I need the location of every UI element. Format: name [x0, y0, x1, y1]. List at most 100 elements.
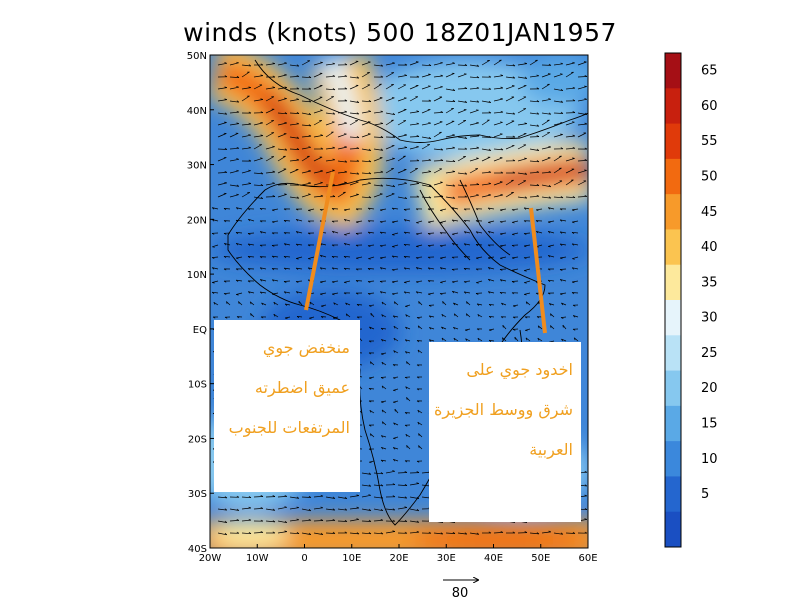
- wind-vector-head: [416, 460, 420, 463]
- wind-vector-head: [236, 61, 239, 64]
- wind-vector: [409, 168, 418, 174]
- wind-vector-head: [356, 506, 360, 509]
- wind-vector-head: [500, 74, 504, 76]
- wind-vector: [385, 119, 394, 126]
- wind-vector-head: [548, 303, 552, 306]
- wind-vector-head: [391, 293, 395, 296]
- wind-vector-head: [524, 270, 527, 272]
- wind-vector: [429, 315, 435, 318]
- wind-vector: [217, 62, 227, 66]
- wind-vector: [247, 256, 255, 258]
- wind-vector: [296, 267, 303, 270]
- wind-vector-head: [331, 220, 335, 223]
- wind-vector: [289, 76, 300, 78]
- wind-vector: [469, 194, 479, 198]
- wind-vector-head: [476, 100, 480, 103]
- latitude-tick-label: 20S: [188, 434, 207, 445]
- wind-vector-head: [356, 136, 360, 138]
- wind-vector-head: [536, 194, 540, 197]
- wind-vector-head: [368, 148, 372, 151]
- wind-vector: [406, 445, 411, 450]
- wind-vector: [452, 219, 459, 222]
- wind-vector: [561, 302, 567, 306]
- wind-vector-head: [440, 181, 443, 183]
- wind-vector-head: [465, 329, 468, 332]
- wind-vector: [481, 156, 491, 162]
- wind-vector-head: [572, 121, 575, 123]
- wind-vector-head: [307, 267, 311, 270]
- wind-vector: [489, 303, 495, 306]
- wind-vector-head: [380, 459, 384, 462]
- wind-vector-head: [440, 74, 444, 77]
- wind-vector-head: [404, 351, 408, 354]
- wind-vector-head: [393, 389, 396, 392]
- colorbar-label: 20: [701, 381, 718, 396]
- wind-vector-head: [308, 210, 311, 212]
- wind-vector-head: [247, 208, 251, 211]
- wind-vector-head: [536, 316, 540, 319]
- wind-vector-head: [500, 257, 503, 260]
- wind-vector: [373, 97, 383, 102]
- wind-vector: [385, 508, 395, 511]
- wind-vector-head: [404, 484, 408, 486]
- wind-vector: [217, 193, 227, 198]
- wind-vector: [381, 339, 387, 342]
- wind-vector: [397, 520, 408, 522]
- wind-vector: [553, 180, 563, 186]
- wind-vector: [548, 207, 555, 210]
- wind-vector-head: [235, 257, 239, 260]
- wind-vector-head: [259, 231, 263, 234]
- wind-vector-head: [392, 157, 395, 159]
- wind-vector-head: [344, 87, 348, 90]
- wind-vector: [565, 87, 576, 90]
- wind-vector-head: [451, 256, 455, 259]
- wind-vector: [409, 111, 419, 114]
- wind-vector: [313, 135, 323, 138]
- wind-vector-head: [584, 518, 588, 520]
- wind-vector-head: [512, 316, 516, 319]
- wind-vector-head: [417, 325, 420, 329]
- wind-vector-head: [391, 221, 395, 224]
- wind-vector-head: [440, 222, 443, 224]
- wind-vector-head: [512, 112, 516, 115]
- wind-vector: [565, 135, 575, 138]
- wind-vector-head: [272, 508, 276, 511]
- wind-vector-head: [406, 397, 408, 400]
- wind-vector: [241, 496, 252, 499]
- wind-vector: [253, 184, 264, 187]
- wind-vector: [416, 291, 423, 294]
- wind-vector: [236, 207, 243, 210]
- wind-vector-head: [524, 76, 528, 79]
- wind-vector: [373, 171, 384, 174]
- wind-vector-head: [392, 135, 396, 138]
- wind-vector: [394, 408, 399, 414]
- wind-vector: [565, 179, 574, 186]
- wind-vector: [229, 76, 240, 78]
- wind-vector-head: [236, 518, 240, 521]
- wind-vector: [393, 350, 399, 354]
- wind-vector-head: [499, 292, 503, 295]
- wind-vector-head: [320, 194, 324, 197]
- wind-vector-head: [356, 100, 360, 103]
- wind-vector-head: [392, 470, 395, 472]
- wind-vector-head: [560, 196, 564, 199]
- longitude-tick-label: 60E: [578, 553, 597, 564]
- wind-vector-head: [308, 258, 311, 260]
- wind-vector: [560, 219, 567, 222]
- wind-vector-head: [464, 147, 468, 150]
- wind-vector-head: [379, 209, 383, 212]
- wind-vector-head: [355, 233, 359, 235]
- wind-vector-head: [416, 400, 420, 403]
- wind-vector-head: [572, 134, 576, 137]
- wind-vector-head: [464, 172, 468, 175]
- wind-vector: [397, 109, 407, 114]
- wind-vector: [463, 268, 471, 270]
- wind-vector: [381, 459, 387, 462]
- wind-vector-head: [247, 280, 251, 283]
- wind-vector-head: [332, 88, 336, 91]
- wind-vector-head: [440, 85, 443, 88]
- wind-vector: [229, 520, 240, 522]
- wind-vector-head: [404, 146, 408, 148]
- wind-vector: [416, 316, 423, 318]
- wind-vector-head: [571, 221, 575, 224]
